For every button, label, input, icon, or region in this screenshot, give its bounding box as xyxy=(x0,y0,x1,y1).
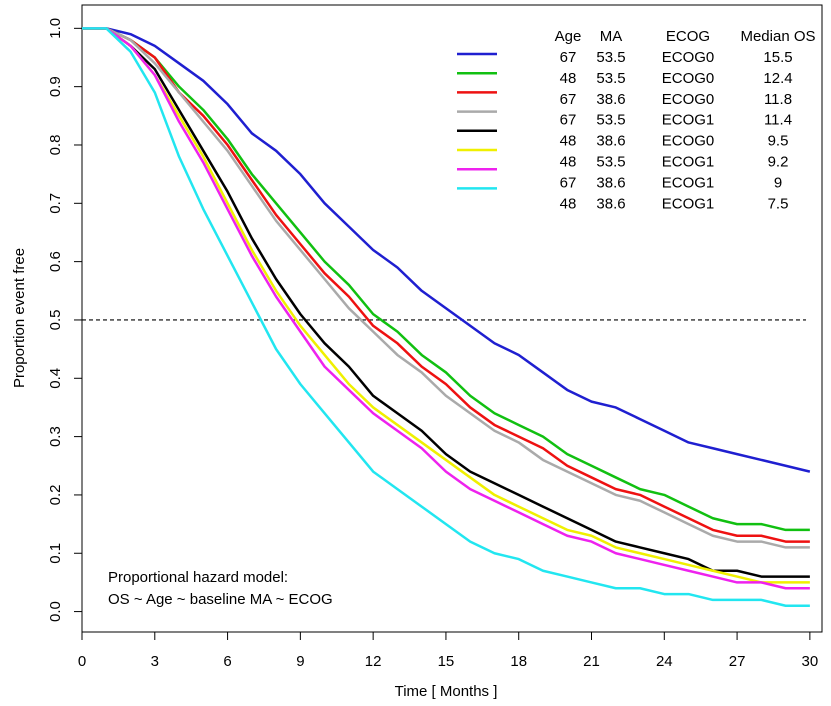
legend-header: MA xyxy=(600,28,623,45)
legend-cell: 67 xyxy=(560,49,577,66)
legend-cell: 48 xyxy=(560,195,577,212)
survival-curve xyxy=(82,27,810,532)
legend-header: Median OS xyxy=(740,28,815,45)
legend-cell: ECOG1 xyxy=(662,112,715,129)
legend-cell: 38.6 xyxy=(596,91,625,108)
legend-header: ECOG xyxy=(666,28,710,45)
y-tick-label: 0.1 xyxy=(47,543,64,564)
x-tick-label: 18 xyxy=(510,653,527,670)
x-tick-label: 27 xyxy=(729,653,746,670)
x-tick-label: 21 xyxy=(583,653,600,670)
legend-cell: ECOG1 xyxy=(662,153,715,170)
legend-cell: 53.5 xyxy=(596,70,625,87)
y-tick-label: 1.0 xyxy=(47,18,64,39)
annotation: OS ~ Age ~ baseline MA ~ ECOG xyxy=(108,591,333,608)
legend-cell: 67 xyxy=(560,91,577,108)
legend-header: Age xyxy=(555,28,582,45)
legend-cell: 15.5 xyxy=(763,49,792,66)
y-tick-label: 0.5 xyxy=(47,310,64,331)
y-tick-label: 0.2 xyxy=(47,485,64,506)
legend-cell: 9 xyxy=(774,174,782,191)
x-tick-label: 24 xyxy=(656,653,673,670)
y-tick-label: 0.6 xyxy=(47,251,64,272)
legend-cell: 53.5 xyxy=(596,49,625,66)
survival-curve xyxy=(82,27,810,608)
y-tick-label: 0.8 xyxy=(47,135,64,156)
legend-cell: 48 xyxy=(560,70,577,87)
x-tick-label: 9 xyxy=(296,653,304,670)
annotation: Proportional hazard model: xyxy=(108,569,288,586)
legend-cell: ECOG0 xyxy=(662,133,715,150)
x-tick-label: 0 xyxy=(78,653,86,670)
survival-curve xyxy=(82,27,810,584)
legend-cell: ECOG0 xyxy=(662,70,715,87)
y-axis-title: Proportion event free xyxy=(11,248,28,388)
y-tick-label: 0.7 xyxy=(47,193,64,214)
legend-cell: 48 xyxy=(560,153,577,170)
survival-curve xyxy=(82,27,810,578)
survival-curve xyxy=(82,27,811,473)
x-tick-label: 30 xyxy=(802,653,819,670)
legend-cell: 67 xyxy=(560,112,577,129)
legend-cell: ECOG0 xyxy=(662,49,715,66)
survival-curve xyxy=(82,27,810,549)
legend-cell: 12.4 xyxy=(763,70,792,87)
legend-cell: 53.5 xyxy=(596,112,625,129)
x-tick-label: 15 xyxy=(438,653,455,670)
legend-cell: ECOG1 xyxy=(662,195,715,212)
legend-cell: ECOG0 xyxy=(662,91,715,108)
x-tick-label: 3 xyxy=(151,653,159,670)
legend-cell: 38.6 xyxy=(596,174,625,191)
legend-cell: 9.5 xyxy=(768,133,789,150)
x-tick-label: 12 xyxy=(365,653,382,670)
y-tick-label: 0.0 xyxy=(47,601,64,622)
legend-cell: 38.6 xyxy=(596,133,625,150)
legend-cell: 11.8 xyxy=(764,91,792,108)
x-axis-title: Time [ Months ] xyxy=(395,683,498,700)
x-tick-label: 6 xyxy=(223,653,231,670)
legend-cell: 11.4 xyxy=(764,112,792,129)
survival-curve xyxy=(82,27,810,590)
legend-cell: 48 xyxy=(560,133,577,150)
legend-cell: ECOG1 xyxy=(662,174,715,191)
legend-cell: 9.2 xyxy=(768,153,789,170)
legend-cell: 53.5 xyxy=(596,153,625,170)
y-tick-label: 0.3 xyxy=(47,426,64,447)
legend-cell: 67 xyxy=(560,174,577,191)
plot-frame xyxy=(81,4,823,633)
y-tick-label: 0.4 xyxy=(47,368,64,389)
y-tick-label: 0.9 xyxy=(47,76,64,97)
survival-curve xyxy=(82,27,810,543)
legend-cell: 38.6 xyxy=(596,195,625,212)
legend-cell: 7.5 xyxy=(768,195,789,212)
